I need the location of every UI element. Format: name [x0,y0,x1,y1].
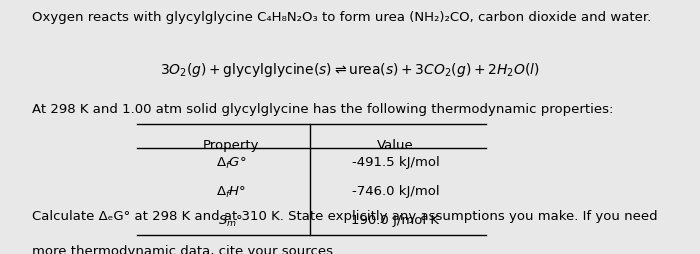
Text: $3O_2(g) + \mathregular{glycylglycine}(s) \rightleftharpoons \mathregular{urea}(: $3O_2(g) + \mathregular{glycylglycine}(s… [160,61,540,79]
Text: -491.5 kJ/mol: -491.5 kJ/mol [351,155,440,168]
Text: $S_m°$: $S_m°$ [218,213,244,228]
Text: Oxygen reacts with glycylglycine C₄H₈N₂O₃ to form urea (NH₂)₂CO, carbon dioxide : Oxygen reacts with glycylglycine C₄H₈N₂O… [32,11,651,24]
Text: At 298 K and 1.00 atm solid glycylglycine has the following thermodynamic proper: At 298 K and 1.00 atm solid glycylglycin… [32,103,613,116]
Text: Value: Value [377,138,414,151]
Text: $\Delta_fH°$: $\Delta_fH°$ [216,184,246,199]
Text: 190.0 J/mol K: 190.0 J/mol K [351,213,440,226]
Text: Property: Property [203,138,259,151]
Text: more thermodynamic data, cite your sources.: more thermodynamic data, cite your sourc… [32,244,337,254]
Text: Calculate ΔₑG° at 298 K and at 310 K. State explicitly any assumptions you make.: Calculate ΔₑG° at 298 K and at 310 K. St… [32,210,657,223]
Text: -746.0 kJ/mol: -746.0 kJ/mol [351,184,440,197]
Text: $\Delta_fG°$: $\Delta_fG°$ [216,155,246,170]
